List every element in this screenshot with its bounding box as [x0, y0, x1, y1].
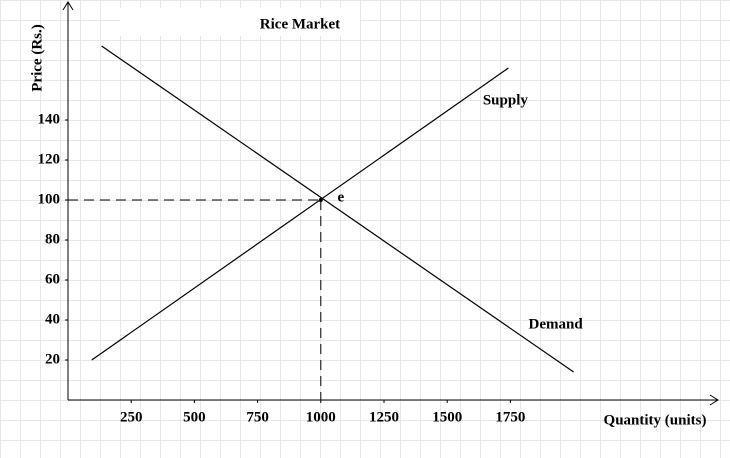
- y-tick-label: 120: [38, 151, 61, 167]
- x-tick-label: 250: [120, 409, 143, 425]
- y-tick-label: 140: [38, 111, 61, 127]
- chart-title: Rice Market: [260, 16, 340, 32]
- equilibrium-point: [318, 198, 323, 202]
- x-tick-label: 1250: [369, 409, 399, 425]
- series-label: Supply: [483, 92, 529, 108]
- x-tick-label: 1750: [495, 409, 525, 425]
- equilibrium-label: e: [337, 189, 344, 205]
- series-line: [91, 67, 509, 361]
- y-tick-label: 80: [45, 231, 60, 247]
- y-tick-label: 40: [45, 311, 60, 327]
- title-bg: [120, 8, 360, 36]
- x-tick-label: 500: [183, 409, 206, 425]
- y-axis-label: Price (Rs.): [29, 24, 45, 91]
- x-arrow: [709, 394, 719, 406]
- y-tick-label: 20: [45, 351, 60, 367]
- y-arrow: [62, 1, 74, 11]
- x-tick-label: 1500: [432, 409, 462, 425]
- y-tick-label: 100: [38, 191, 61, 207]
- x-axis-label: Quantity (units): [604, 412, 707, 428]
- x-tick-label: 1000: [306, 409, 336, 425]
- y-tick-label: 60: [45, 271, 60, 287]
- series-label: Demand: [529, 316, 584, 332]
- x-tick-label: 750: [246, 409, 269, 425]
- series-line: [101, 45, 574, 373]
